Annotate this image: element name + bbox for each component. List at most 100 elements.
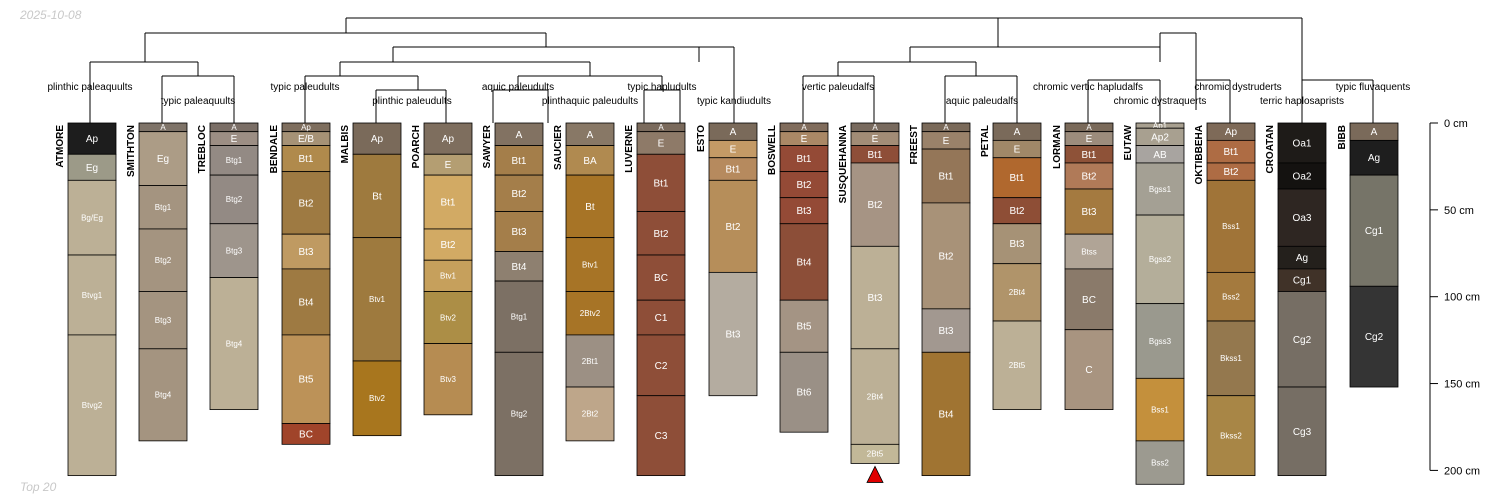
dendrogram-label: aquic paleudults <box>482 82 554 93</box>
horizon-label: Bt2 <box>298 198 313 209</box>
profile-bibb: A Ag Cg1 Cg2 BIBB <box>1337 122 1399 388</box>
dendrogram-label: typic paleudults <box>271 82 340 93</box>
date-label: 2025-10-08 <box>20 8 82 22</box>
horizon-rect <box>636 211 686 256</box>
dendrogram-label: chromic dystruderts <box>1194 82 1281 93</box>
horizon-label: Btg1 <box>155 203 172 212</box>
horizon-rect <box>1277 162 1327 190</box>
profile-name: SAWYER <box>482 124 493 168</box>
horizon-label: Bss1 <box>1151 405 1169 414</box>
dendro-branch <box>339 61 591 76</box>
horizon-label: Btg2 <box>226 195 243 204</box>
horizon-label: A <box>872 123 878 132</box>
horizon-label: A <box>587 130 594 141</box>
horizon-label: Bt1 <box>1081 150 1096 161</box>
dendro-branch <box>144 32 547 62</box>
horizon-rect <box>67 122 117 155</box>
horizon-label: 2Bt5 <box>1009 361 1026 370</box>
horizon-rect <box>992 263 1042 322</box>
horizon-rect <box>494 351 544 477</box>
profile-sawyer: A Bt1 Bt2 Bt3 Bt4 Btg1 Btg2 SAWYER <box>482 122 544 477</box>
dendrogram-label: chromic dystraquerts <box>1114 96 1207 107</box>
horizon-rect <box>1349 139 1399 176</box>
profile-eutaw: Ap1 Ap2 AB Bgss1 Bgss2 Bgss3 Bss1 Bss2 EUTAW <box>1123 121 1185 485</box>
horizon-label: A <box>943 123 949 132</box>
horizon-rect <box>921 308 971 353</box>
horizon-label: 2Bt5 <box>867 450 884 459</box>
horizon-label: Bt <box>585 202 595 213</box>
horizon-label: E <box>231 134 238 145</box>
horizon-rect <box>281 334 331 424</box>
horizon-label: Bt2 <box>1223 167 1238 178</box>
horizon-label: AB <box>1153 150 1167 161</box>
horizon-label: Bss2 <box>1151 458 1169 467</box>
horizon-rect <box>921 351 971 477</box>
horizon-label: Oa3 <box>1293 213 1312 224</box>
profile-luverne: AE Bt1 Bt2 BC C1 C2 C3 LUVERNE <box>624 122 686 477</box>
horizon-label: Btv1 <box>582 260 599 269</box>
dendrogram-label: typic fluvaquents <box>1336 82 1411 93</box>
profile-name: POARCH <box>411 125 422 168</box>
horizon-label: Btv1 <box>440 272 457 281</box>
dendro-branch <box>89 61 199 123</box>
horizon-label: Ag <box>1368 153 1380 164</box>
horizon-rect <box>1349 285 1399 388</box>
horizon-label: Oa2 <box>1293 171 1312 182</box>
horizon-label: C3 <box>655 431 668 442</box>
profile-name: SUSQUEHANNA <box>838 125 849 203</box>
horizon-rect <box>138 131 188 186</box>
profile-name: CROATAN <box>1265 125 1276 174</box>
horizon-label: Bkss1 <box>1220 354 1242 363</box>
horizon-label: Btss <box>1081 247 1097 256</box>
horizon-rect <box>992 197 1042 225</box>
horizon-label: Bt2 <box>725 222 740 233</box>
horizon-label: Btg2 <box>155 256 172 265</box>
horizon-label: Bt1 <box>653 178 668 189</box>
horizon-rect <box>494 280 544 353</box>
profile-petal: AE Bt1 Bt2 Bt3 2Bt4 2Bt5 PETAL <box>980 122 1042 411</box>
horizon-label: Bt3 <box>298 247 313 258</box>
profile-poarch: Ap E Bt1 Bt2 Btv1 Btv2 Btv3 POARCH <box>411 122 473 416</box>
horizon-label: Ap <box>371 134 384 145</box>
horizon-rect <box>423 259 473 292</box>
horizon-rect <box>565 386 615 442</box>
horizon-rect <box>494 145 544 176</box>
horizon-label: Btg4 <box>226 339 243 348</box>
horizon-label: 2Btv2 <box>580 309 601 318</box>
horizon-rect <box>1277 122 1327 164</box>
horizon-label: Bt1 <box>796 154 811 165</box>
horizon-label: A <box>1371 127 1378 138</box>
horizon-rect <box>1064 233 1114 270</box>
horizon-label: Bt3 <box>796 206 811 217</box>
horizon-rect <box>423 228 473 261</box>
horizon-label: C2 <box>655 361 668 372</box>
profile-esto: AE Bt1 Bt2 Bt3 ESTO <box>696 122 758 397</box>
dendrogram-label: terric haplosaprists <box>1260 96 1344 107</box>
dendro-branch <box>345 17 1303 80</box>
dendrogram-label: typic hapludults <box>628 82 697 93</box>
horizon-label: Cg2 <box>1365 332 1384 343</box>
axis-tick-label: 100 cm <box>1444 292 1480 304</box>
horizon-rect <box>779 197 829 225</box>
horizon-rect <box>992 223 1042 265</box>
dendro-branch <box>161 75 235 123</box>
horizon-label: Bt1 <box>511 156 526 167</box>
profile-name: BOSWELL <box>767 125 778 175</box>
horizon-label: Btg3 <box>226 246 243 255</box>
dendrogram-label: plinthic paleudults <box>372 96 452 107</box>
profile-name: EUTAW <box>1123 124 1134 160</box>
horizon-label: C1 <box>655 313 668 324</box>
horizon-rect <box>779 351 829 433</box>
dendro-branch <box>698 46 735 123</box>
horizon-rect <box>708 271 758 397</box>
horizon-label: A <box>801 123 807 132</box>
horizon-rect <box>779 145 829 173</box>
horizon-label: Bgss3 <box>1149 337 1172 346</box>
horizon-label: Bt3 <box>511 227 526 238</box>
horizon-label: Bss2 <box>1222 293 1240 302</box>
dendro-branch <box>517 75 663 90</box>
horizon-label: C <box>1085 365 1092 376</box>
horizon-rect <box>1135 303 1185 379</box>
horizon-label: E <box>445 160 452 171</box>
axis-tick-label: 200 cm <box>1444 465 1480 477</box>
